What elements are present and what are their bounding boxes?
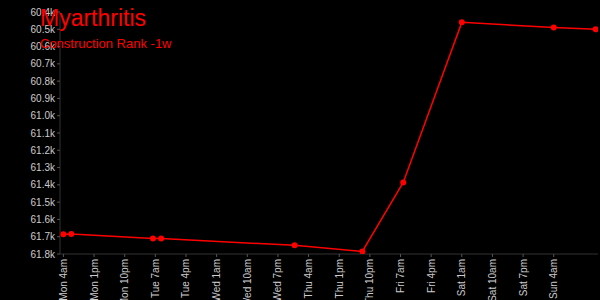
marker [60, 231, 66, 237]
x-tick-label: Mon 4am [58, 259, 69, 300]
x-tick [523, 254, 524, 257]
x-tick-label: Sun 4am [548, 259, 559, 299]
y-tick-label: 61.7k [31, 231, 56, 242]
y-tick-label: 60.8k [31, 76, 56, 87]
x-tick [308, 254, 309, 257]
y-tick-label: 61.5k [31, 197, 56, 208]
x-tick-label: Tue 7am [150, 259, 161, 298]
marker [400, 179, 406, 185]
x-tick [247, 254, 248, 257]
x-tick-label: Thu 4am [303, 259, 314, 298]
x-tick-label: Sat 7pm [518, 259, 529, 296]
x-tick-label: Tue 4pm [180, 259, 191, 298]
y-tick [57, 115, 60, 116]
x-tick [369, 254, 370, 257]
x-tick-label: Mon 1pm [89, 259, 100, 300]
y-tick [57, 219, 60, 220]
x-tick [277, 254, 278, 257]
y-tick [57, 98, 60, 99]
x-tick-label: Wed 1am [211, 259, 222, 300]
title: Myarthritis [40, 5, 146, 31]
x-tick [94, 254, 95, 257]
x-tick-label: Wed 7pm [272, 259, 283, 300]
y-tick [57, 150, 60, 151]
plot-area [60, 19, 598, 254]
marker [68, 231, 74, 237]
y-tick [57, 63, 60, 64]
marker [593, 26, 598, 32]
x-tick-label: Mon 10pm [119, 259, 130, 300]
subtitle: Construction Rank -1w [40, 36, 172, 51]
y-tick-label: 61.3k [31, 162, 56, 173]
background [0, 0, 600, 300]
marker [359, 248, 365, 254]
x-tick-label: Thu 1pm [334, 259, 345, 298]
y-tick [57, 167, 60, 168]
x-tick [216, 254, 217, 257]
y-tick-label: 61.6k [31, 214, 56, 225]
marker [158, 236, 164, 242]
x-tick-label: Fri 4pm [426, 259, 437, 293]
y-tick [57, 202, 60, 203]
x-tick-label: Fri 7am [395, 259, 406, 293]
y-tick [57, 81, 60, 82]
y-tick-label: 61.0k [31, 110, 56, 121]
y-tick-label: 61.1k [31, 128, 56, 139]
marker [150, 235, 156, 241]
y-tick-label: 60.7k [31, 58, 56, 69]
y-tick [57, 236, 60, 237]
x-tick-label: Wed 10am [242, 259, 253, 300]
y-tick [57, 133, 60, 134]
marker [459, 19, 465, 25]
y-tick-label: 60.9k [31, 93, 56, 104]
y-tick [57, 184, 60, 185]
x-tick [492, 254, 493, 257]
marker [292, 242, 298, 248]
x-tick [124, 254, 125, 257]
chart: 60.4k60.5k60.6k60.7k60.8k60.9k61.0k61.1k… [0, 0, 600, 300]
y-tick-label: 61.4k [31, 179, 56, 190]
x-axis [60, 254, 598, 255]
y-tick [57, 254, 60, 255]
x-tick-label: Thu 10pm [364, 259, 375, 300]
x-tick [185, 254, 186, 257]
y-tick-label: 61.8k [31, 249, 56, 260]
x-tick [400, 254, 401, 257]
x-tick [155, 254, 156, 257]
x-tick [63, 254, 64, 257]
x-tick [461, 254, 462, 257]
x-tick [431, 254, 432, 257]
x-tick [339, 254, 340, 257]
line [63, 22, 595, 251]
x-tick [553, 254, 554, 257]
marker [551, 25, 557, 31]
x-tick-label: Sat 1am [456, 259, 467, 296]
y-tick-label: 61.2k [31, 145, 56, 156]
x-tick-label: Sat 10am [487, 259, 498, 300]
